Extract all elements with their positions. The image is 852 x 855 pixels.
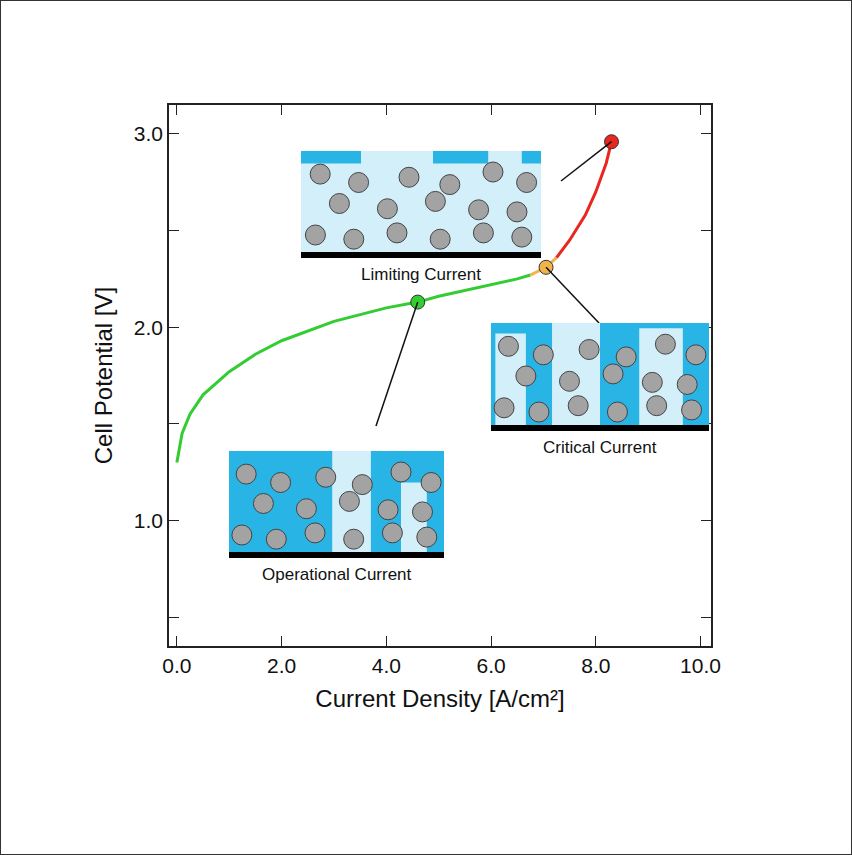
svg-text:Limiting Current: Limiting Current: [361, 265, 481, 284]
svg-text:3.0: 3.0: [134, 122, 163, 145]
svg-text:10.0: 10.0: [680, 654, 721, 677]
svg-text:2.0: 2.0: [134, 316, 163, 339]
svg-text:0.0: 0.0: [162, 654, 191, 677]
svg-text:4.0: 4.0: [372, 654, 401, 677]
svg-text:2.0: 2.0: [267, 654, 296, 677]
svg-text:6.0: 6.0: [476, 654, 505, 677]
svg-text:Current Density [A/cm²]: Current Density [A/cm²]: [315, 685, 564, 712]
svg-text:Cell Potential [V]: Cell Potential [V]: [90, 287, 117, 464]
svg-text:1.0: 1.0: [134, 509, 163, 532]
svg-text:Critical Current: Critical Current: [543, 438, 657, 457]
svg-text:8.0: 8.0: [581, 654, 610, 677]
svg-text:Operational Current: Operational Current: [262, 565, 412, 584]
